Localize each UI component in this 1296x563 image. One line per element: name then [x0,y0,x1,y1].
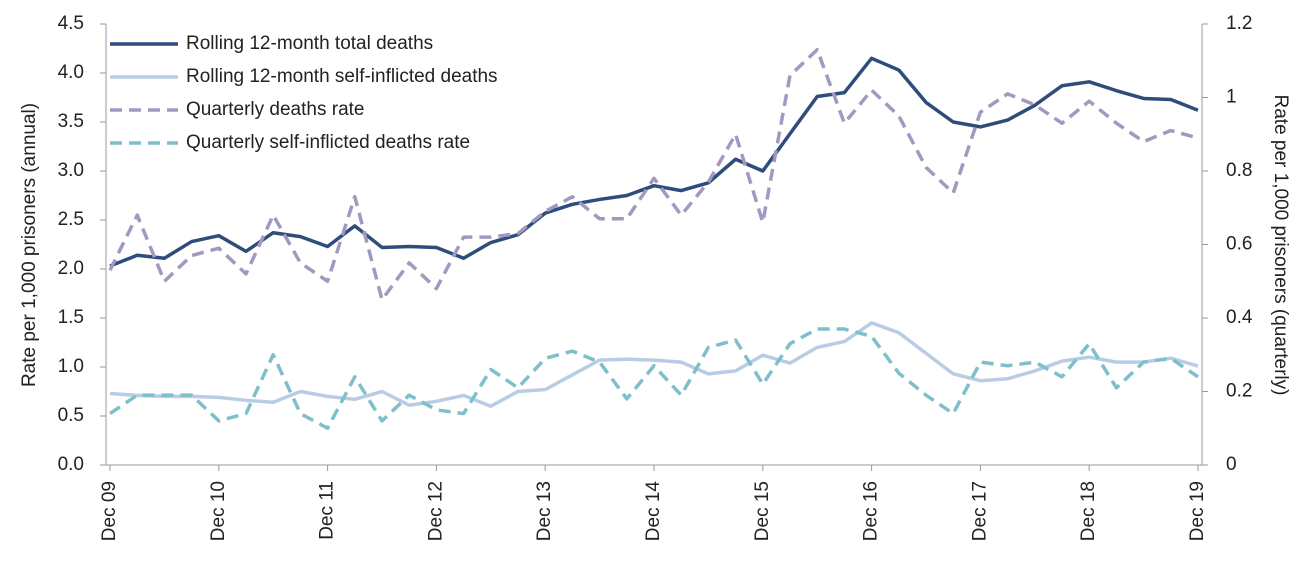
y-tick-label: 1.0 [58,356,84,377]
y-axis-title: Rate per 1,000 prisoners (annual) [19,103,40,387]
y-tick-label: 0.0 [58,454,84,475]
y-tick-label: 4.5 [58,13,84,34]
y-tick-label: 3.5 [58,111,84,132]
y2-tick-label: 0 [1226,454,1237,475]
x-tick-label: Dec 14 [643,481,664,542]
y2-axis-title: Rate per 1,000 prisoners (quarterly) [1270,95,1291,396]
y2-tick-label: 0.6 [1226,234,1252,255]
x-tick-label: Dec 17 [969,481,990,541]
series-line [108,47,1199,302]
x-tick-label: Dec 13 [534,481,555,541]
y-tick-label: 0.5 [58,405,84,426]
y-tick-label: 3.0 [58,160,84,181]
y2-tick-label: 0.4 [1226,307,1253,328]
series-line [109,321,1199,408]
y-tick-label: 1.5 [58,307,84,328]
x-tick-label: Dec 19 [1187,481,1208,541]
legend-label: Rolling 12-month self-inflicted deaths [186,66,498,87]
x-tick-label: Dec 11 [317,481,338,540]
legend-label: Quarterly self-inflicted deaths rate [186,132,470,153]
y-tick-label: 2.0 [58,258,84,279]
x-tick-label: Dec 10 [208,481,229,541]
x-tick-label: Dec 15 [752,481,773,541]
y2-tick-label: 1 [1226,87,1237,108]
legend-label: Rolling 12-month total deaths [186,33,433,54]
y2-tick-label: 1.2 [1226,13,1252,34]
y2-tick-label: 0.8 [1226,160,1252,181]
x-tick-label: Dec 16 [861,481,882,541]
series-line [109,56,1199,268]
y-tick-label: 4.0 [58,62,84,83]
legend-label: Quarterly deaths rate [186,99,364,120]
x-tick-label: Dec 12 [425,481,446,541]
y-tick-label: 2.5 [58,209,84,230]
x-tick-label: Dec 09 [99,481,120,541]
series-line [109,327,1199,430]
y2-tick-label: 0.2 [1226,381,1252,402]
x-tick-label: Dec 18 [1078,481,1099,541]
